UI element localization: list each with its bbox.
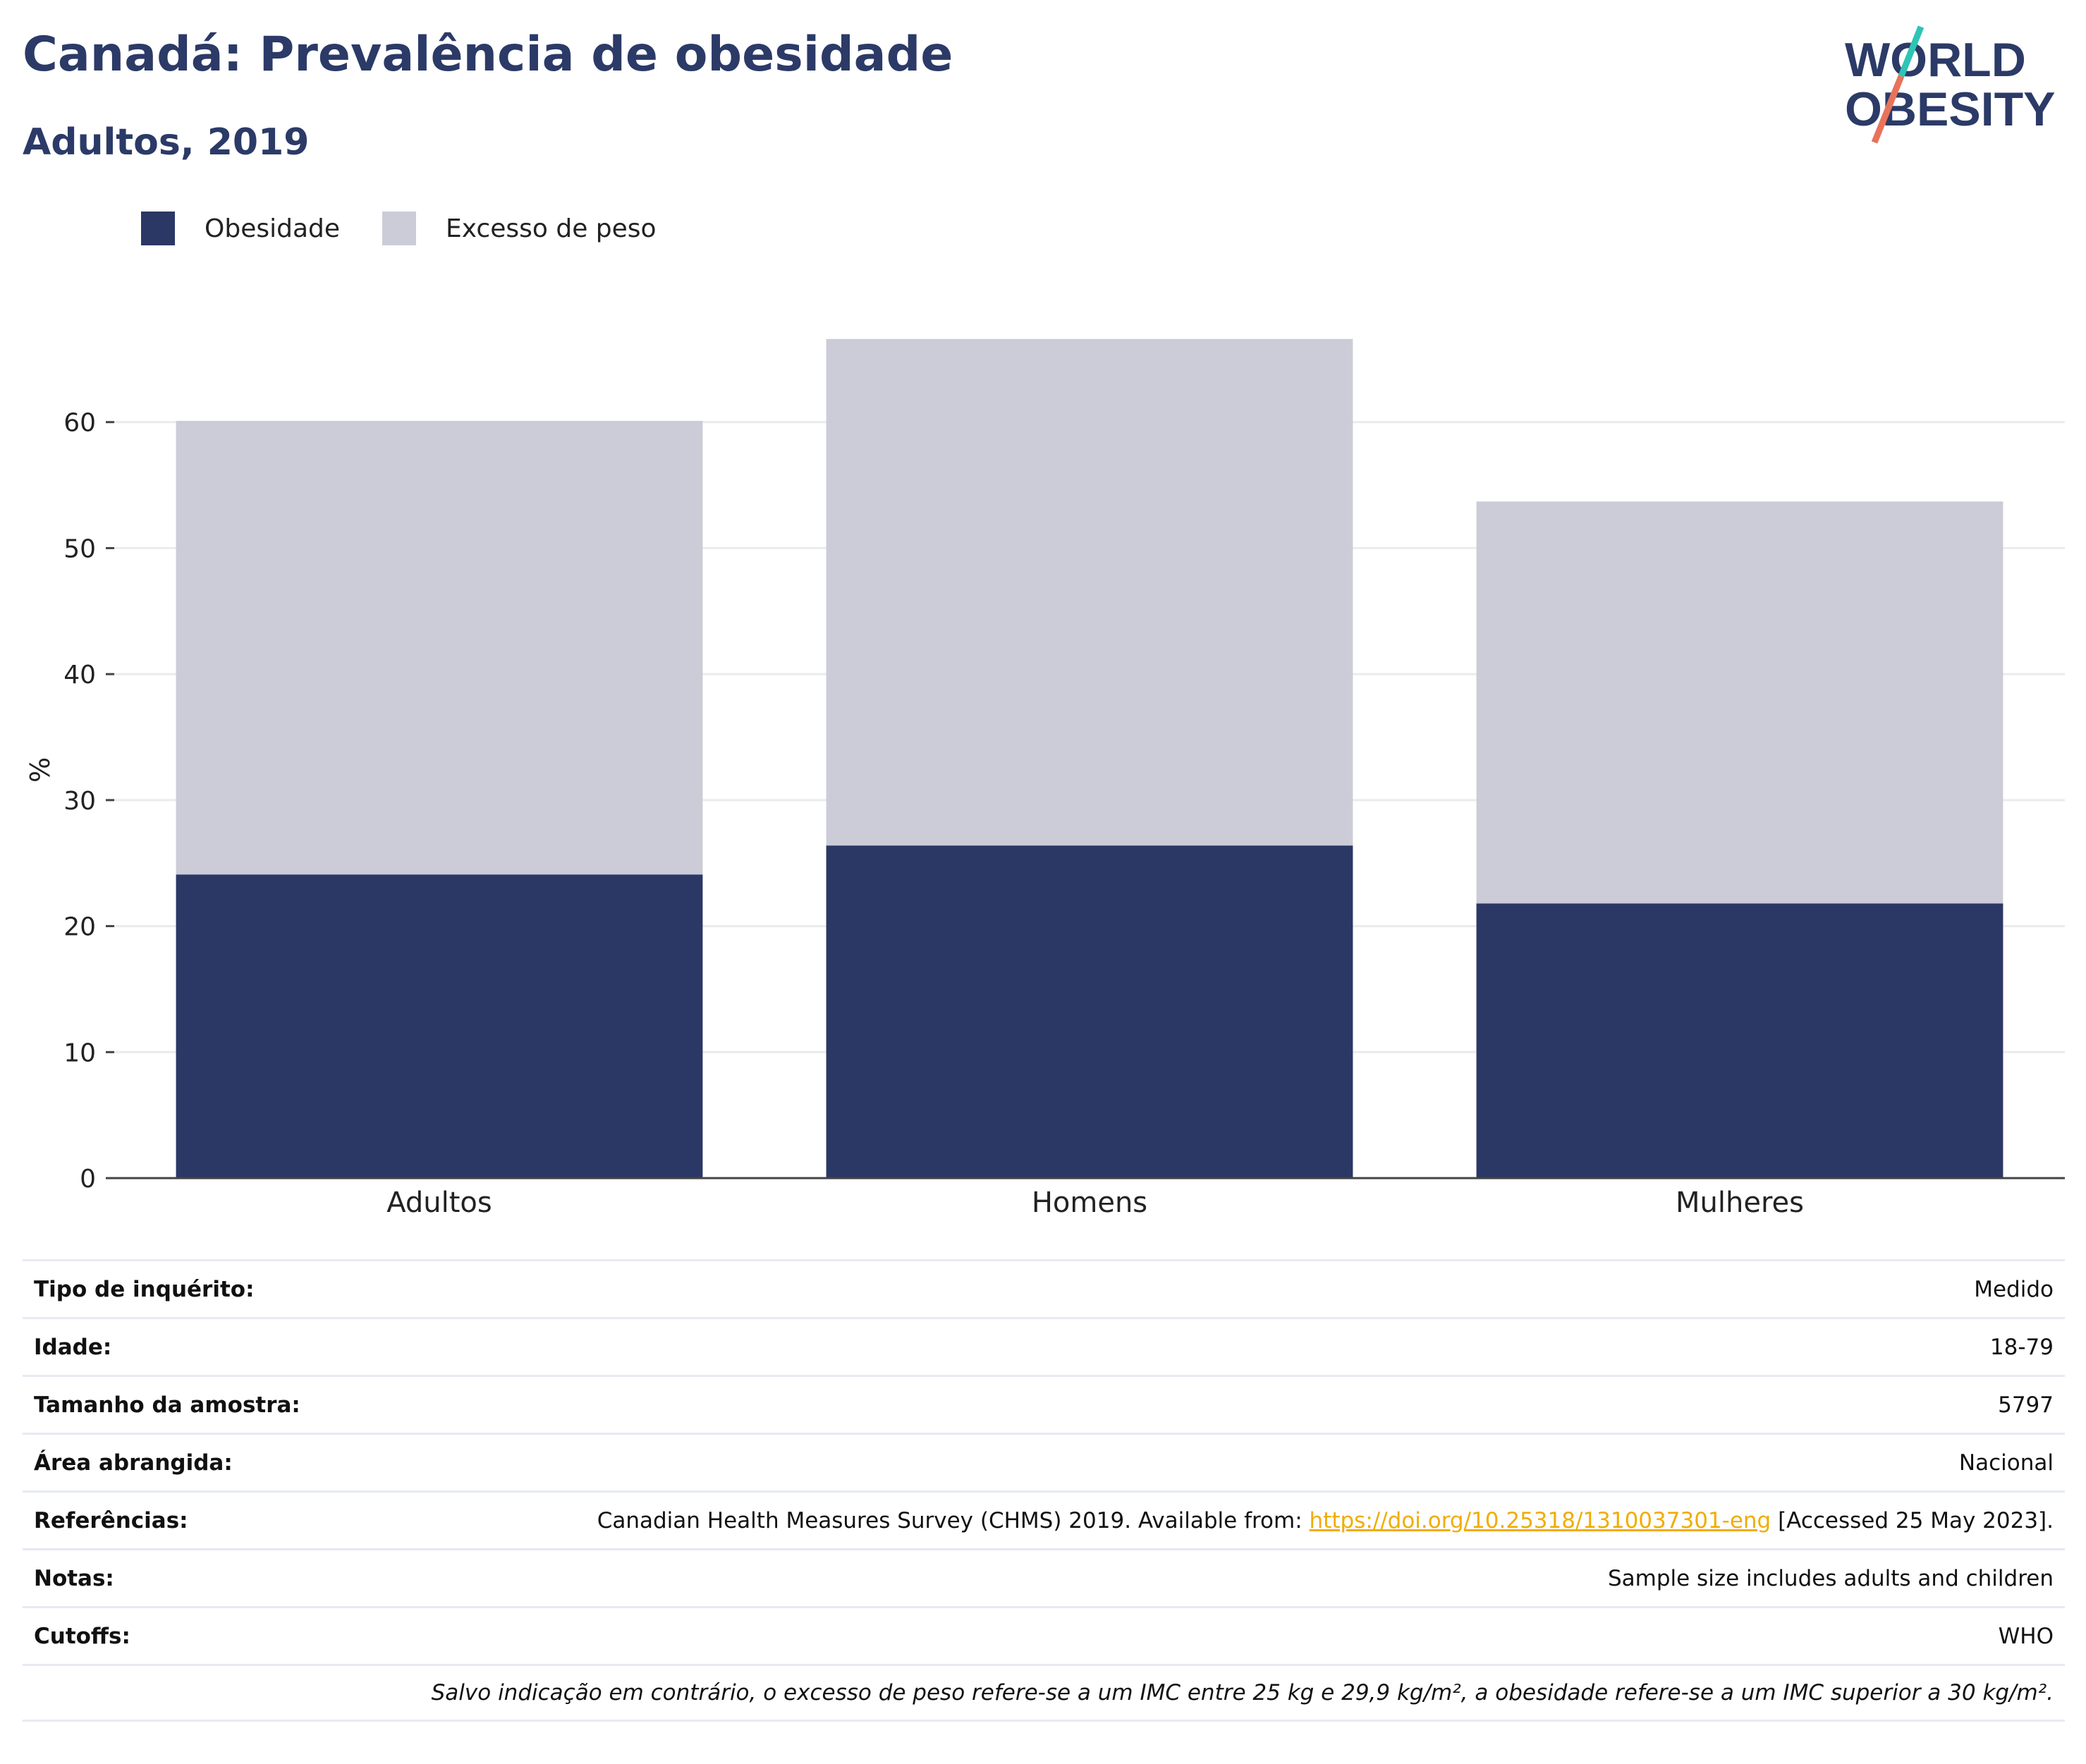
- info-label: Referências:: [34, 1507, 188, 1533]
- x-tick-label: Mulheres: [1676, 1187, 1804, 1219]
- info-value: 5797: [1998, 1392, 2054, 1418]
- info-value: WHO: [1998, 1623, 2054, 1649]
- legend-label-obesity: Obesidade: [205, 214, 341, 243]
- info-value: Sample size includes adults and children: [1607, 1565, 2054, 1591]
- world-obesity-logo: WORLD OBESITY: [1845, 25, 2056, 144]
- y-tick-label: 20: [63, 913, 96, 942]
- legend-swatch-overweight: [382, 212, 417, 245]
- info-label: Área abrangida:: [34, 1450, 233, 1476]
- info-row-notes: Notas: Sample size includes adults and c…: [23, 1548, 2065, 1606]
- info-value: Nacional: [1958, 1450, 2054, 1476]
- bar-chart: 0 10 20 30 40 50 60 Adultos Homens Mulheres %: [25, 338, 2065, 1219]
- bar-overweight: [826, 338, 1353, 846]
- logo-slash-coral: [1871, 75, 1905, 144]
- x-tick-label: Homens: [1032, 1187, 1147, 1219]
- bar-obesity: [1476, 903, 2003, 1178]
- y-tick-label: 40: [63, 661, 96, 690]
- y-tick-label: 30: [63, 787, 96, 816]
- chart-title: Canadá: Prevalência de obesidade: [23, 27, 953, 82]
- logo-slash-teal: [1898, 25, 1925, 78]
- bar-obesity: [826, 845, 1353, 1178]
- reference-accessed: [Accessed 25 May 2023].: [1771, 1507, 2054, 1533]
- y-tick-label: 60: [63, 409, 96, 438]
- bar-overweight: [176, 420, 703, 875]
- chart-legend: Obesidade Excesso de peso: [141, 209, 699, 248]
- legend-item-obesity[interactable]: Obesidade: [141, 212, 340, 245]
- legend-label-overweight: Excesso de peso: [446, 214, 657, 243]
- x-tick-label: Adultos: [386, 1187, 492, 1219]
- info-value: Medido: [1974, 1276, 2054, 1302]
- info-row-survey-type: Tipo de inquérito: Medido: [23, 1259, 2065, 1317]
- reference-link[interactable]: https://doi.org/10.25318/1310037301-eng: [1309, 1507, 1771, 1533]
- reference-text: Canadian Health Measures Survey (CHMS) 2…: [597, 1507, 1310, 1533]
- info-label: Notas:: [34, 1565, 114, 1591]
- info-footnote: Salvo indicação em contrário, o excesso …: [23, 1664, 2065, 1722]
- chart-subtitle: Adultos, 2019: [23, 121, 310, 164]
- info-row-area: Área abrangida: Nacional: [23, 1433, 2065, 1490]
- info-label: Cutoffs:: [34, 1623, 130, 1649]
- info-label: Idade:: [34, 1334, 112, 1360]
- y-tick-label: 0: [80, 1165, 96, 1194]
- y-tick-label: 50: [63, 534, 96, 563]
- info-value: 18-79: [1989, 1334, 2054, 1360]
- legend-swatch-obesity: [141, 212, 175, 245]
- info-row-cutoffs: Cutoffs: WHO: [23, 1606, 2065, 1664]
- bars: [176, 338, 2003, 1178]
- info-row-sample-size: Tamanho da amostra: 5797: [23, 1375, 2065, 1433]
- bar-obesity: [176, 874, 703, 1178]
- info-table: Tipo de inquérito: Medido Idade: 18-79 T…: [23, 1259, 2065, 1722]
- axes: 0 10 20 30 40 50 60 Adultos Homens Mulheres: [63, 409, 2065, 1219]
- bar-overweight: [1476, 501, 2003, 904]
- references-value: Canadian Health Measures Survey (CHMS) 2…: [597, 1508, 2054, 1533]
- info-row-references: Referências: Canadian Health Measures Su…: [23, 1490, 2065, 1548]
- logo-line1: WORLD: [1845, 33, 2026, 87]
- info-label: Tamanho da amostra:: [34, 1392, 300, 1418]
- footnote-text: Salvo indicação em contrário, o excesso …: [431, 1680, 2054, 1705]
- legend-item-overweight[interactable]: Excesso de peso: [382, 212, 657, 245]
- y-axis-label: %: [25, 757, 56, 783]
- info-row-age: Idade: 18-79: [23, 1317, 2065, 1375]
- info-label: Tipo de inquérito:: [34, 1276, 255, 1302]
- y-tick-label: 10: [63, 1039, 96, 1067]
